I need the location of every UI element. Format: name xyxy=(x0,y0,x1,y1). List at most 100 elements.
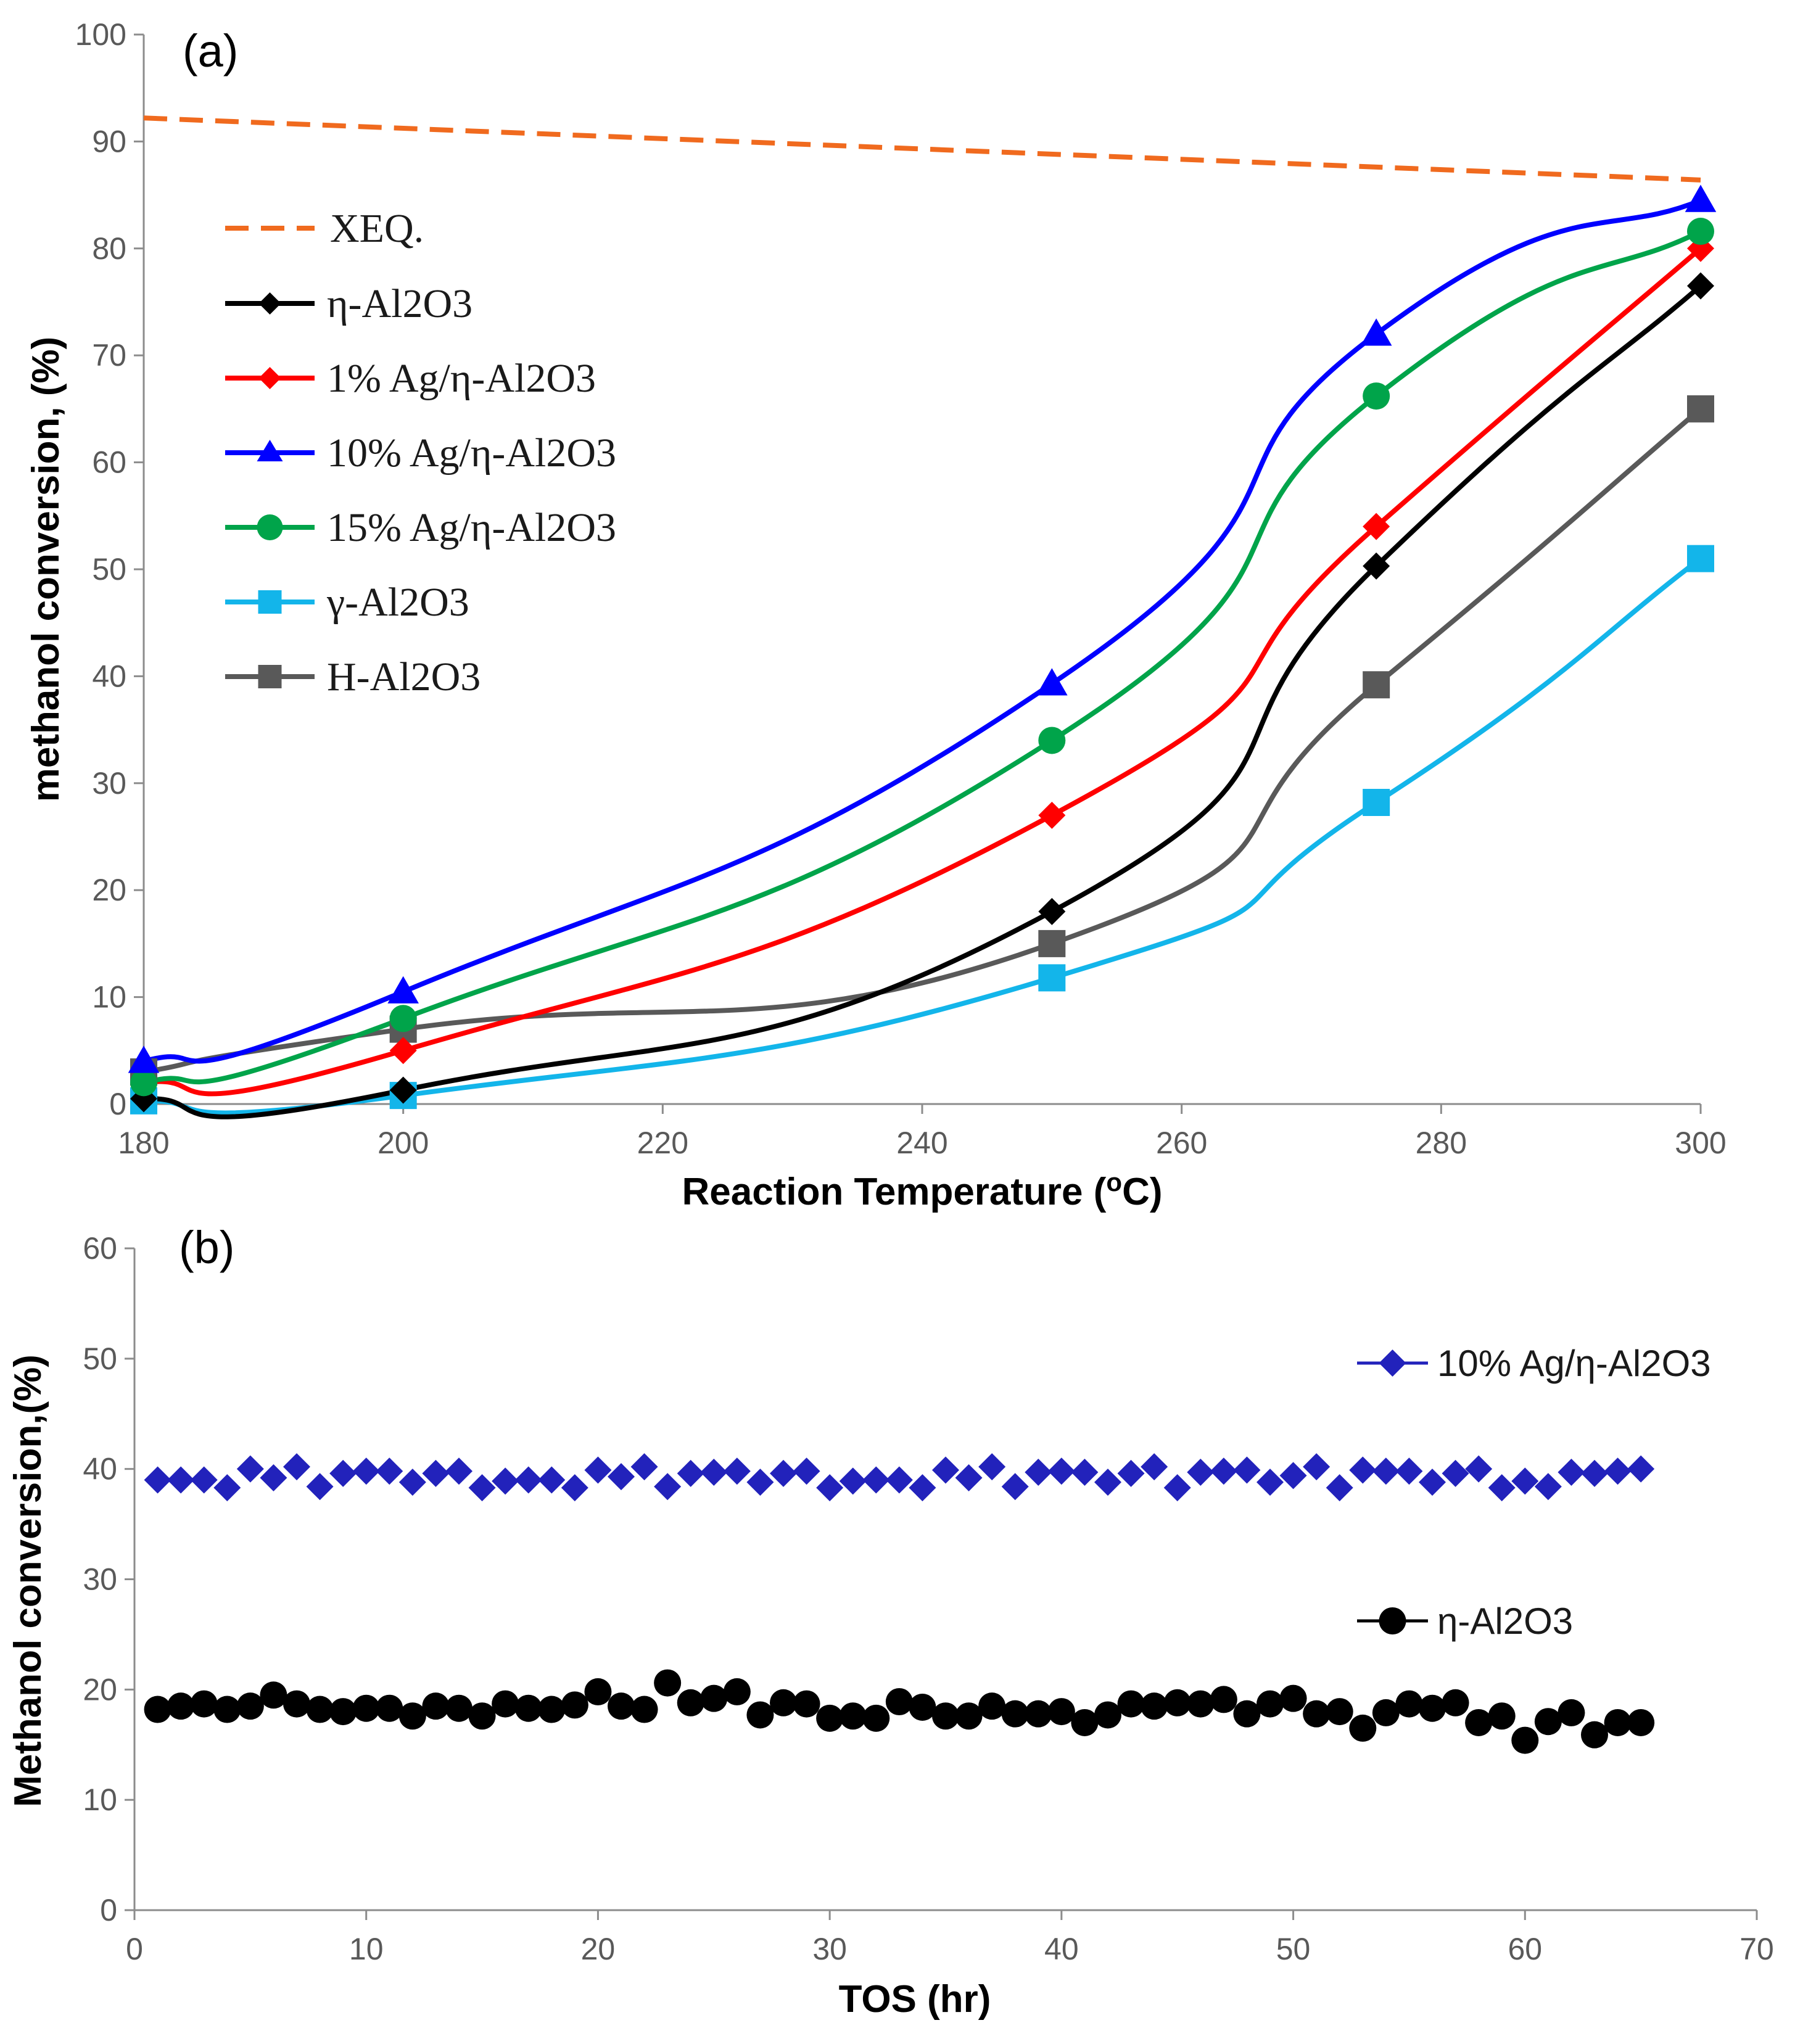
data-point-b-10pct-ag-eta-al2o3 xyxy=(862,1466,890,1494)
panel-a-y-tick-label: 40 xyxy=(92,659,126,693)
data-point-b-eta-al2o3 xyxy=(770,1689,797,1716)
data-point-b-10pct-ag-eta-al2o3 xyxy=(236,1455,264,1483)
legend-label-b-eta-al2o3: η-Al2O3 xyxy=(1437,1601,1573,1642)
panel-a-x-axis-title: Reaction Temperature (oC) xyxy=(682,1168,1163,1213)
data-point-b-eta-al2o3 xyxy=(283,1690,310,1718)
data-point-h-al2o3 xyxy=(1363,671,1390,699)
data-point-b-eta-al2o3 xyxy=(376,1694,403,1722)
data-point-b-10pct-ag-eta-al2o3 xyxy=(306,1473,334,1501)
legend-label-eta-al2o3: η-Al2O3 xyxy=(327,281,472,326)
data-point-b-10pct-ag-eta-al2o3 xyxy=(770,1459,797,1487)
data-point-b-eta-al2o3 xyxy=(885,1688,913,1716)
data-point-1pct-ag-eta-al2o3 xyxy=(1363,513,1390,540)
data-point-b-10pct-ag-eta-al2o3 xyxy=(723,1457,751,1485)
data-point-b-10pct-ag-eta-al2o3 xyxy=(1163,1474,1191,1502)
data-point-b-eta-al2o3 xyxy=(1627,1708,1655,1736)
data-point-b-10pct-ag-eta-al2o3 xyxy=(1303,1453,1331,1481)
data-point-b-10pct-ag-eta-al2o3 xyxy=(561,1474,588,1502)
panel-b-y-axis-title: Methanol conversion,(%) xyxy=(7,1354,49,1807)
data-point-b-eta-al2o3 xyxy=(909,1693,936,1721)
data-point-b-10pct-ag-eta-al2o3 xyxy=(955,1464,983,1491)
panel-b-y-tick-label: 50 xyxy=(83,1341,117,1376)
data-point-b-eta-al2o3 xyxy=(329,1698,357,1726)
panel-a-x-tick-label: 280 xyxy=(1416,1126,1467,1160)
data-point-h-al2o3 xyxy=(1038,929,1066,957)
data-point-b-10pct-ag-eta-al2o3 xyxy=(329,1459,357,1487)
data-point-b-10pct-ag-eta-al2o3 xyxy=(746,1469,774,1496)
legend-label-gamma-al2o3: γ-Al2O3 xyxy=(326,580,469,625)
panel-a-x-tick-label: 240 xyxy=(896,1126,947,1160)
data-point-b-10pct-ag-eta-al2o3 xyxy=(167,1466,195,1494)
data-point-b-10pct-ag-eta-al2o3 xyxy=(700,1459,728,1486)
data-point-b-eta-al2o3 xyxy=(306,1696,334,1723)
data-point-b-10pct-ag-eta-al2o3 xyxy=(283,1453,310,1481)
data-point-b-10pct-ag-eta-al2o3 xyxy=(1604,1457,1632,1485)
data-point-b-10pct-ag-eta-al2o3 xyxy=(1488,1474,1516,1502)
panel-b-y-tick-label: 0 xyxy=(100,1893,117,1927)
data-point-eta-al2o3 xyxy=(1363,552,1390,580)
data-point-b-10pct-ag-eta-al2o3 xyxy=(1187,1459,1215,1486)
data-point-b-eta-al2o3 xyxy=(932,1702,959,1730)
data-point-b-eta-al2o3 xyxy=(445,1694,472,1722)
data-point-b-eta-al2o3 xyxy=(677,1689,704,1716)
data-point-gamma-al2o3 xyxy=(1038,964,1066,992)
data-point-1pct-ag-eta-al2o3 xyxy=(389,1037,417,1065)
panel-b-x-tick-label: 60 xyxy=(1508,1932,1542,1966)
data-point-b-10pct-ag-eta-al2o3 xyxy=(514,1466,542,1494)
data-point-b-10pct-ag-eta-al2o3 xyxy=(213,1474,241,1502)
data-point-eta-al2o3 xyxy=(1687,272,1714,300)
data-point-b-eta-al2o3 xyxy=(793,1690,820,1718)
data-point-b-eta-al2o3 xyxy=(1256,1690,1284,1718)
data-point-15pct-ag-eta-al2o3 xyxy=(1687,218,1714,245)
data-point-b-eta-al2o3 xyxy=(1303,1700,1331,1728)
data-point-b-eta-al2o3 xyxy=(1326,1698,1353,1726)
panel-b-legend: 10% Ag/η-Al2O3 η-Al2O3 xyxy=(1357,1343,1711,1642)
data-point-b-10pct-ag-eta-al2o3 xyxy=(1256,1469,1284,1496)
data-point-b-eta-al2o3 xyxy=(608,1692,635,1720)
data-point-b-eta-al2o3 xyxy=(1581,1721,1608,1749)
data-point-b-eta-al2o3 xyxy=(538,1696,566,1723)
data-point-b-eta-al2o3 xyxy=(167,1692,195,1720)
data-point-b-eta-al2o3 xyxy=(514,1694,542,1722)
panel-b-y-tick-label: 60 xyxy=(83,1231,117,1266)
data-point-b-10pct-ag-eta-al2o3 xyxy=(190,1466,218,1494)
data-point-15pct-ag-eta-al2o3 xyxy=(130,1069,157,1097)
data-point-b-eta-al2o3 xyxy=(1094,1701,1121,1729)
data-point-1pct-ag-eta-al2o3 xyxy=(1038,801,1066,829)
data-point-eta-al2o3 xyxy=(1038,897,1066,925)
data-point-b-10pct-ag-eta-al2o3 xyxy=(1465,1455,1493,1483)
data-point-b-eta-al2o3 xyxy=(584,1678,612,1705)
data-point-eta-al2o3 xyxy=(389,1076,417,1104)
data-point-b-eta-al2o3 xyxy=(352,1694,380,1722)
panel-a-legend: XEQ. η-Al2O3 1% Ag/η-Al2O3 10% Ag/η-Al2O… xyxy=(225,206,616,699)
legend-label-h-al2o3: H-Al2O3 xyxy=(327,654,481,699)
data-point-b-10pct-ag-eta-al2o3 xyxy=(422,1459,450,1487)
panel-b-x-tick-label: 30 xyxy=(812,1932,847,1966)
data-point-b-eta-al2o3 xyxy=(1511,1726,1539,1754)
data-point-b-eta-al2o3 xyxy=(468,1702,496,1730)
data-point-h-al2o3 xyxy=(1687,395,1714,422)
data-point-b-eta-al2o3 xyxy=(260,1681,287,1709)
data-point-15pct-ag-eta-al2o3 xyxy=(1038,727,1066,754)
data-point-b-eta-al2o3 xyxy=(1163,1689,1191,1716)
data-point-b-eta-al2o3 xyxy=(978,1692,1006,1720)
data-point-b-eta-al2o3 xyxy=(723,1678,751,1705)
legend-label-10pct-ag: 10% Ag/η-Al2O3 xyxy=(327,431,616,476)
data-point-b-10pct-ag-eta-al2o3 xyxy=(1349,1456,1377,1484)
panel-a-x-tick-label: 220 xyxy=(637,1126,688,1160)
data-point-b-10pct-ag-eta-al2o3 xyxy=(839,1467,867,1495)
data-point-b-10pct-ag-eta-al2o3 xyxy=(445,1457,472,1485)
data-point-b-10pct-ag-eta-al2o3 xyxy=(1581,1459,1608,1487)
data-point-b-eta-al2o3 xyxy=(422,1692,450,1720)
data-point-b-eta-al2o3 xyxy=(862,1704,890,1732)
panel-b-x-tick-label: 20 xyxy=(581,1932,616,1966)
data-point-gamma-al2o3 xyxy=(1687,545,1714,572)
data-point-10pct-ag-eta-al2o3 xyxy=(1685,184,1717,212)
panel-a-label: (a) xyxy=(183,25,238,76)
data-point-b-10pct-ag-eta-al2o3 xyxy=(1001,1473,1029,1501)
data-point-b-10pct-ag-eta-al2o3 xyxy=(1025,1459,1052,1486)
data-point-b-eta-al2o3 xyxy=(1001,1700,1029,1728)
data-point-10pct-ag-eta-al2o3 xyxy=(387,976,419,1003)
data-point-gamma-al2o3 xyxy=(1363,789,1390,817)
